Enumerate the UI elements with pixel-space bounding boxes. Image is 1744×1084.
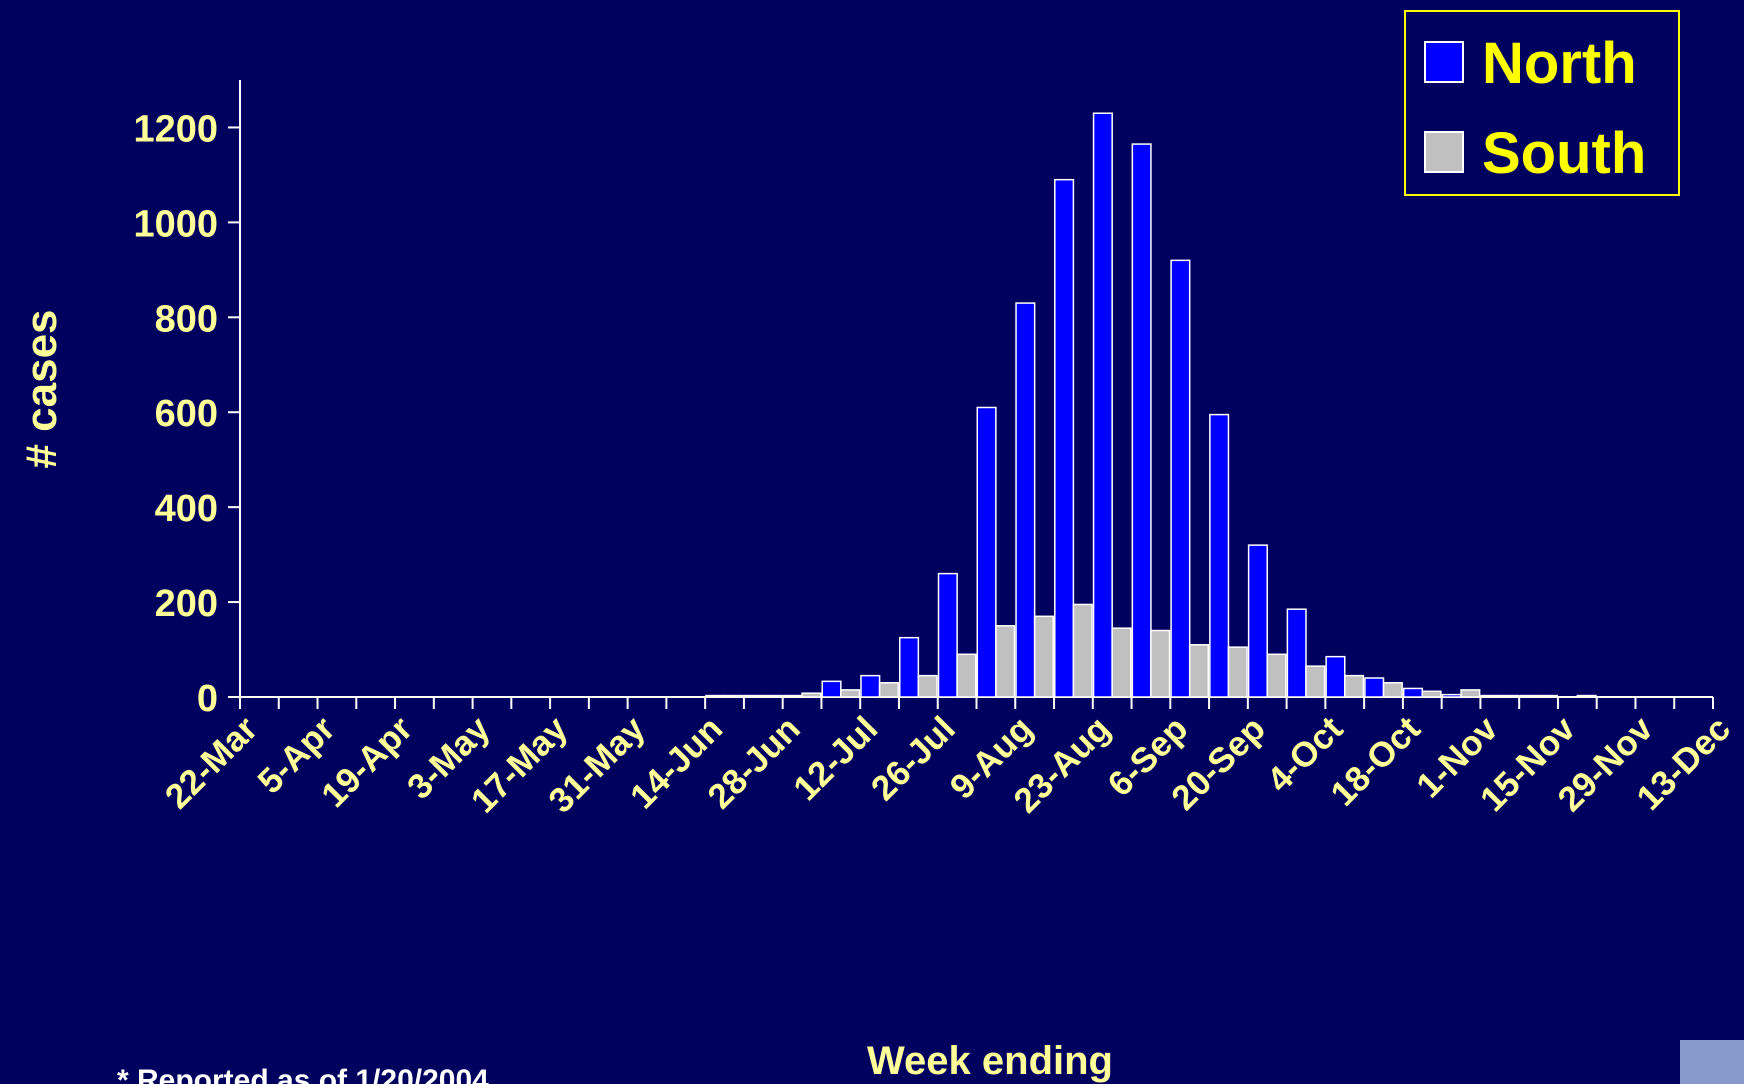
y-tick-label: 800 <box>155 298 218 340</box>
bar <box>898 636 920 698</box>
y-tick-label: 400 <box>155 488 218 530</box>
bar <box>1072 603 1093 698</box>
bar <box>1537 694 1558 698</box>
bar <box>1015 302 1036 698</box>
y-tick-label: 0 <box>197 678 218 720</box>
bar <box>878 682 899 698</box>
logo <box>1680 1040 1744 1084</box>
legend-swatch <box>1424 131 1464 173</box>
bar <box>1576 694 1597 698</box>
bar <box>1111 627 1132 698</box>
legend-box <box>1404 10 1680 196</box>
bar <box>821 680 842 698</box>
bar <box>1227 646 1248 698</box>
legend-label: South <box>1482 121 1646 186</box>
bar <box>937 572 958 698</box>
bar <box>1170 259 1191 698</box>
bar <box>1344 674 1365 698</box>
bar <box>995 625 1016 698</box>
bar <box>1480 694 1501 698</box>
y-tick-label: 1000 <box>133 203 218 245</box>
bar <box>1305 665 1326 698</box>
bar <box>1441 693 1462 698</box>
y-tick-label: 200 <box>155 583 218 625</box>
bar <box>1402 687 1424 698</box>
bar <box>1054 178 1075 698</box>
bar <box>1325 655 1346 698</box>
y-tick-label: 1200 <box>133 108 218 150</box>
bar <box>840 689 861 698</box>
bar <box>917 674 938 698</box>
bar <box>1519 694 1540 698</box>
bar <box>1286 608 1307 698</box>
bar <box>705 694 726 698</box>
bar <box>1266 653 1287 698</box>
legend-swatch <box>1424 41 1464 83</box>
bar <box>1092 112 1113 698</box>
bar <box>976 406 997 698</box>
bar <box>1209 413 1230 698</box>
y-axis-label: # cases <box>17 309 66 468</box>
bar <box>1247 544 1268 698</box>
bar <box>801 692 822 698</box>
bar <box>762 694 783 698</box>
bar <box>1033 615 1055 698</box>
bar <box>1188 644 1210 698</box>
bar <box>1499 694 1520 698</box>
bar <box>1364 677 1385 698</box>
bar <box>956 653 977 698</box>
bar <box>1421 690 1442 698</box>
bar <box>743 694 765 698</box>
x-axis-label: Week ending <box>867 1039 1113 1083</box>
bar <box>860 674 881 698</box>
bar <box>723 694 744 698</box>
legend-label: North <box>1482 31 1637 96</box>
bar <box>1131 143 1152 698</box>
bar <box>782 694 803 698</box>
y-tick-label: 600 <box>155 393 218 435</box>
bar <box>1150 629 1171 698</box>
bar <box>1382 682 1403 698</box>
annotation: * Reported as of 1/20/2004 <box>117 1064 489 1084</box>
bar <box>1460 689 1481 698</box>
